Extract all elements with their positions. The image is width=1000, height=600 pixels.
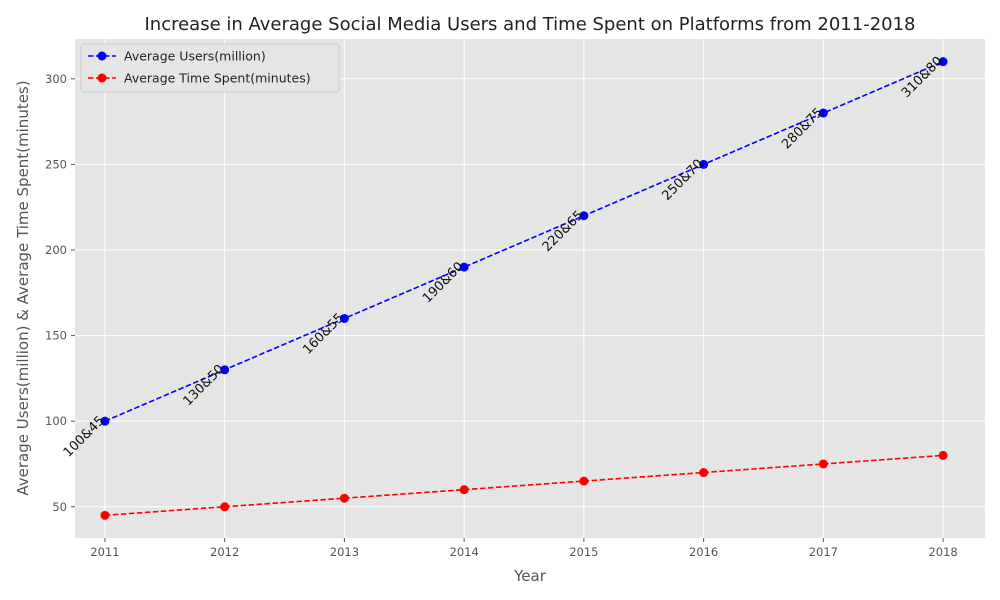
x-tick-label: 2014 — [450, 545, 479, 559]
data-point — [818, 459, 828, 469]
legend-marker-users — [97, 51, 107, 61]
series-line — [104, 454, 944, 517]
chart-title: Increase in Average Social Media Users a… — [144, 14, 915, 35]
x-tick-label: 2012 — [210, 545, 239, 559]
x-tick-label: 2018 — [928, 545, 957, 559]
legend-frame — [80, 43, 340, 93]
data-point — [459, 485, 469, 495]
data-point — [220, 502, 230, 512]
legend: Average Users(million) Average Time Spen… — [80, 43, 340, 93]
y-tick-label: 250 — [45, 157, 67, 171]
data-point — [579, 476, 589, 486]
grid-lines — [75, 39, 985, 538]
plot-area — [75, 39, 985, 538]
x-tick-label: 2013 — [330, 545, 359, 559]
data-point — [579, 211, 589, 221]
series-time-spent — [100, 450, 948, 520]
y-tick-label: 50 — [52, 500, 67, 514]
legend-label-time: Average Time Spent(minutes) — [124, 71, 311, 86]
data-point — [459, 262, 469, 272]
data-point — [339, 313, 349, 323]
data-point — [220, 365, 230, 375]
data-point — [100, 510, 110, 520]
y-axis-label: Average Users(million) & Average Time Sp… — [14, 80, 32, 495]
data-point — [818, 108, 828, 118]
y-tick-label: 150 — [45, 329, 67, 343]
legend-entry-time: Average Time Spent(minutes) — [88, 71, 311, 86]
x-axis-ticks: 2011 2012 2013 2014 2015 2016 2017 2018 — [90, 538, 958, 559]
y-tick-label: 200 — [45, 243, 67, 257]
legend-marker-time — [97, 73, 107, 83]
legend-entry-users: Average Users(million) — [88, 49, 266, 64]
y-tick-label: 300 — [45, 72, 67, 86]
x-tick-label: 2011 — [90, 545, 119, 559]
x-tick-label: 2017 — [809, 545, 838, 559]
y-tick-label: 100 — [45, 414, 67, 428]
y-axis-ticks: 50 100 150 200 250 300 — [45, 72, 75, 514]
x-tick-label: 2015 — [569, 545, 598, 559]
data-point — [699, 159, 709, 169]
data-point — [938, 450, 948, 460]
series-users — [100, 57, 948, 426]
data-point — [699, 468, 709, 478]
data-point — [938, 57, 948, 67]
x-axis-label: Year — [513, 567, 547, 585]
x-tick-label: 2016 — [689, 545, 718, 559]
series-layer — [100, 57, 948, 520]
data-point — [339, 493, 349, 503]
legend-label-users: Average Users(million) — [124, 49, 266, 64]
data-point — [100, 416, 110, 426]
